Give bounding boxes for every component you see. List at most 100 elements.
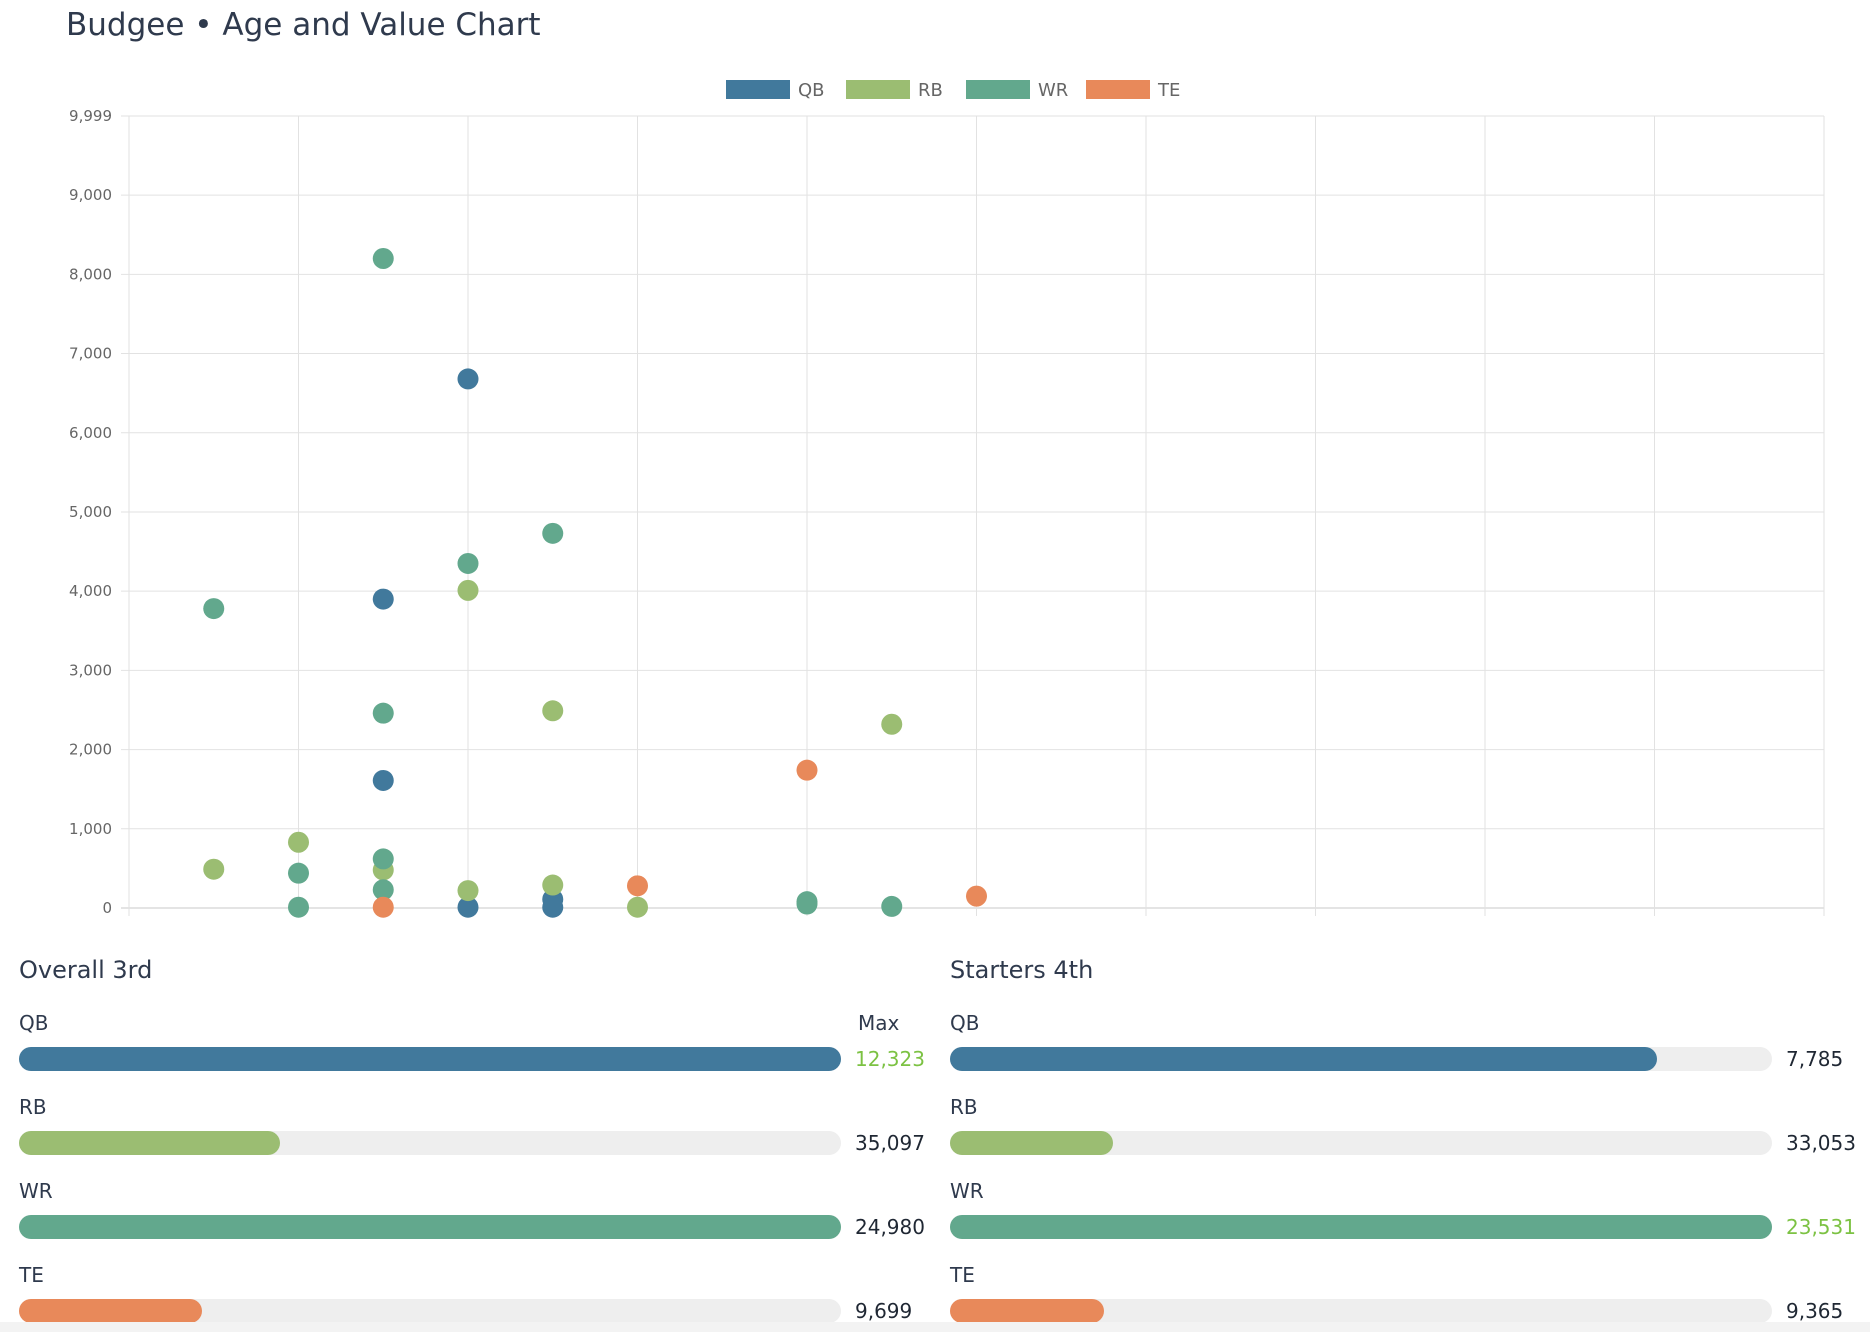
x-tick-label: 20 — [119, 927, 138, 930]
overall-te-bar-fill — [19, 1299, 203, 1323]
y-tick-label: 9,999 — [69, 107, 112, 125]
overall-wr-bar-fill — [19, 1215, 841, 1239]
chart-points — [203, 247, 987, 918]
x-tick-label: 22 — [289, 927, 308, 930]
point-wr — [542, 522, 564, 544]
overall-rb-bar — [19, 1131, 841, 1155]
point-rb — [881, 713, 903, 735]
chart-grid — [121, 115, 1825, 916]
point-wr — [796, 893, 818, 915]
y-tick-label: 2,000 — [69, 741, 112, 759]
point-wr — [372, 879, 394, 901]
point-te — [966, 885, 987, 907]
chart-axes: 0 1,000 2,000 3,000 4,000 5,000 6,000 7,000 8,00… — [69, 107, 1834, 930]
y-tick-label: 3,000 — [69, 661, 112, 679]
point-qb — [372, 588, 394, 610]
legend-swatch-qb — [726, 80, 790, 99]
point-wr — [457, 552, 479, 574]
legend-label-qb: QB — [798, 80, 825, 101]
starters-rb-bar — [950, 1131, 1772, 1155]
point-rb — [288, 831, 309, 853]
point-wr — [288, 862, 309, 884]
y-tick-label: 1,000 — [69, 820, 112, 838]
starters-qb-label: QB — [950, 1011, 980, 1035]
starters-te-value: 9,365 — [1786, 1299, 1844, 1323]
overall-wr-value: 24,980 — [855, 1215, 925, 1239]
x-tick-label: 30 — [967, 927, 986, 930]
age-value-scatter-chart: 0 1,000 2,000 3,000 4,000 5,000 6,000 7,000 8,00… — [69, 80, 1834, 930]
overall-rank-title: Overall 3rd — [19, 956, 153, 984]
y-tick-label: 7,000 — [69, 345, 112, 363]
point-rb — [542, 700, 564, 722]
starters-rb-bar-fill — [950, 1131, 1113, 1155]
overall-qb-bar — [19, 1047, 841, 1071]
point-qb — [457, 896, 479, 918]
starters-rb-value: 33,053 — [1786, 1131, 1856, 1155]
point-qb — [542, 896, 564, 918]
starters-wr-label: WR — [950, 1179, 984, 1203]
x-tick-label: 26 — [628, 927, 647, 930]
point-rb — [542, 874, 564, 896]
x-tick-label: 40 — [1814, 927, 1833, 930]
point-wr — [372, 247, 394, 269]
legend-label-wr: WR — [1038, 80, 1068, 101]
page-title: Budgee • Age and Value Chart — [66, 7, 541, 43]
point-qb — [457, 368, 479, 390]
overall-qb-value: 12,323 — [855, 1047, 925, 1071]
x-tick-label: 34 — [1306, 927, 1325, 930]
point-rb — [627, 896, 648, 918]
overall-te-value: 9,699 — [855, 1299, 913, 1323]
legend-swatch-rb — [846, 80, 910, 99]
overall-qb-label: QB — [19, 1011, 49, 1035]
x-tick-label: 38 — [1645, 927, 1664, 930]
y-tick-label: 0 — [102, 899, 112, 917]
point-te — [796, 759, 818, 781]
starters-wr-bar-fill — [950, 1215, 1772, 1239]
point-wr — [372, 848, 394, 870]
x-tick-label: 32 — [1136, 927, 1155, 930]
starters-qb-bar-fill — [950, 1047, 1657, 1071]
starters-qb-bar — [950, 1047, 1772, 1071]
point-te — [627, 875, 648, 897]
starters-qb-value: 7,785 — [1786, 1047, 1844, 1071]
point-rb — [457, 880, 479, 902]
point-te — [372, 896, 394, 918]
chart-legend[interactable]: QB RB WR TE — [726, 80, 1180, 101]
y-tick-label: 4,000 — [69, 582, 112, 600]
legend-swatch-te — [1086, 80, 1150, 99]
starters-te-bar-fill — [950, 1299, 1104, 1323]
x-tick-label: 36 — [1475, 927, 1494, 930]
overall-wr-bar — [19, 1215, 841, 1239]
legend-label-te: TE — [1157, 80, 1180, 101]
page-bottom-edge — [0, 1322, 1870, 1332]
overall-rb-label: RB — [19, 1095, 47, 1119]
overall-te-bar — [19, 1299, 841, 1323]
starters-rb-label: RB — [950, 1095, 978, 1119]
y-tick-label: 9,000 — [69, 186, 112, 204]
y-tick-label: 5,000 — [69, 503, 112, 521]
point-wr — [372, 702, 394, 724]
starters-te-bar — [950, 1299, 1772, 1323]
point-qb — [372, 769, 394, 791]
overall-qb-bar-fill — [19, 1047, 841, 1071]
x-tick-label: 28 — [797, 927, 816, 930]
overall-rb-bar-fill — [19, 1131, 280, 1155]
point-wr — [203, 598, 225, 620]
overall-wr-label: WR — [19, 1179, 53, 1203]
starters-rank-title: Starters 4th — [950, 956, 1094, 984]
legend-label-rb: RB — [918, 80, 943, 101]
starters-wr-bar — [950, 1215, 1772, 1239]
point-rb — [457, 579, 479, 601]
starters-te-label: TE — [950, 1263, 975, 1287]
starters-wr-value: 23,531 — [1786, 1215, 1856, 1239]
max-label: Max — [858, 1011, 900, 1035]
x-tick-label: 24 — [458, 927, 477, 930]
overall-te-label: TE — [19, 1263, 44, 1287]
overall-rb-value: 35,097 — [855, 1131, 925, 1155]
y-tick-label: 6,000 — [69, 424, 112, 442]
y-tick-label: 8,000 — [69, 265, 112, 283]
legend-swatch-wr — [966, 80, 1030, 99]
point-wr — [288, 896, 309, 918]
point-wr — [881, 895, 903, 917]
point-rb — [203, 858, 225, 880]
